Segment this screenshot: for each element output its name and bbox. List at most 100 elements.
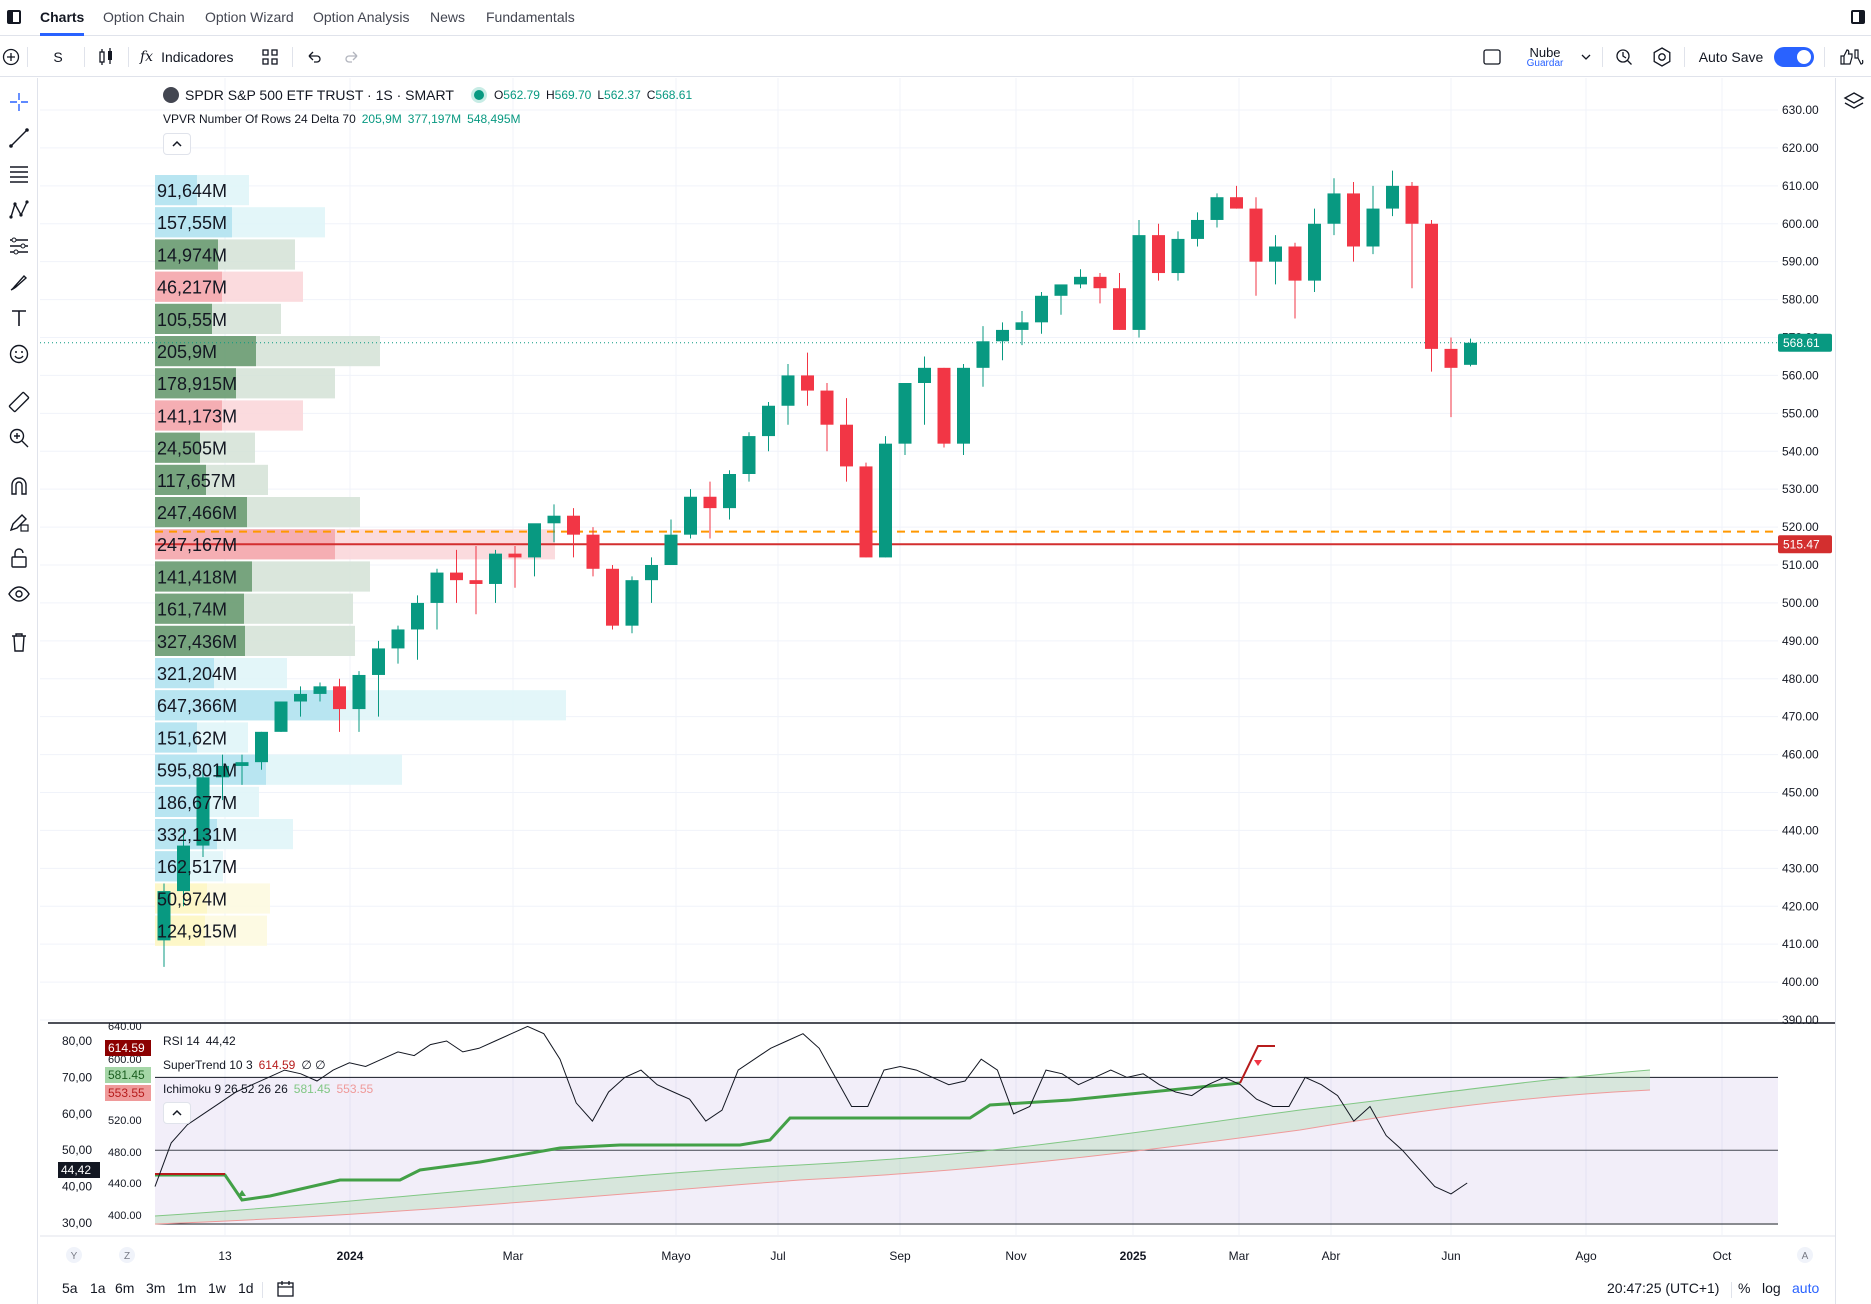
vpvr-label: 105,55M xyxy=(157,310,227,330)
low-label: L xyxy=(597,88,605,102)
goto-date-button[interactable] xyxy=(276,1280,296,1303)
templates-button[interactable] xyxy=(256,37,284,77)
candle-body xyxy=(352,674,366,710)
candlesticks xyxy=(157,170,1477,967)
supertrend-legend[interactable]: SuperTrend 10 3 614.59 ∅ ∅ xyxy=(163,1058,332,1072)
redo-button[interactable] xyxy=(338,37,366,77)
panel-toggle-icon[interactable] xyxy=(7,10,21,24)
right-sidebar xyxy=(1835,78,1871,1304)
collapse-legend-button[interactable] xyxy=(163,133,191,155)
high-value: 569.70 xyxy=(554,88,592,102)
range-1d[interactable]: 1d xyxy=(238,1280,254,1296)
object-tree-button[interactable] xyxy=(1842,90,1866,114)
autosave-toggle[interactable] xyxy=(1774,47,1814,67)
vpvr-label: 247,167M xyxy=(157,535,237,555)
lock-drawings-tool[interactable] xyxy=(5,544,33,572)
range-1w[interactable]: 1w xyxy=(208,1280,226,1296)
price-axis: 630.00620.00610.00600.00590.00580.00570.… xyxy=(1778,78,1835,1288)
thumbs-feedback-button[interactable] xyxy=(1838,37,1866,77)
indicator-axis-tick: 520.00 xyxy=(108,1115,142,1127)
price-tick: 500.00 xyxy=(1782,596,1819,610)
crosshair-tool[interactable] xyxy=(5,88,33,116)
cloud-dropdown-button[interactable] xyxy=(1576,37,1596,77)
symbol-legend: SPDR S&P 500 ETF TRUST · 1S · SMART O 56… xyxy=(163,87,698,103)
fib-tool[interactable] xyxy=(5,160,33,188)
trash-icon xyxy=(12,633,26,652)
rsi-legend[interactable]: RSI 14 44,42 xyxy=(163,1034,242,1048)
range-1m[interactable]: 1m xyxy=(177,1280,197,1296)
emoji-tool[interactable] xyxy=(5,340,33,368)
zoom-tool[interactable] xyxy=(5,424,33,452)
remove-drawings-tool[interactable] xyxy=(5,628,33,656)
candle-body xyxy=(430,572,444,603)
candle-body xyxy=(996,329,1009,342)
range-3m[interactable]: 3m xyxy=(146,1280,166,1296)
tab-option-wizard[interactable]: Option Wizard xyxy=(205,9,294,25)
quick-search-button[interactable] xyxy=(1610,37,1638,77)
settings-button[interactable] xyxy=(1648,37,1676,77)
chevron-down-icon xyxy=(1581,54,1591,60)
vpvr-row-bar xyxy=(155,432,200,463)
supertrend-extra: ∅ ∅ xyxy=(301,1058,326,1072)
candle-body xyxy=(489,553,502,584)
grid-icon xyxy=(262,49,278,65)
candle-body xyxy=(879,443,892,558)
vpvr-row-bar xyxy=(155,690,340,721)
tab-option-chain[interactable]: Option Chain xyxy=(103,9,185,25)
candle-body xyxy=(742,436,756,474)
tab-fundamentals[interactable]: Fundamentals xyxy=(486,9,575,25)
ichimoku-legend[interactable]: Ichimoku 9 26 52 26 26 581.45 553.55 xyxy=(163,1082,379,1096)
stay-drawing-tool[interactable] xyxy=(5,508,33,536)
chart-grid xyxy=(40,78,1778,1235)
brush-tool[interactable] xyxy=(5,268,33,296)
smile-icon xyxy=(9,344,29,364)
text-tool[interactable] xyxy=(5,304,33,332)
range-6m[interactable]: 6m xyxy=(115,1280,135,1296)
symbol-search-button[interactable]: S xyxy=(53,49,63,65)
collapse-indicators-button[interactable] xyxy=(163,1102,191,1124)
indicator-badge xyxy=(105,1085,151,1101)
range-1y[interactable]: 1a xyxy=(90,1280,106,1296)
chart-type-button[interactable] xyxy=(92,37,120,77)
time-tick: Mar xyxy=(503,1249,524,1263)
percent-scale-button[interactable]: % xyxy=(1738,1280,1751,1296)
tab-charts[interactable]: Charts xyxy=(40,0,85,36)
tab-option-analysis[interactable]: Option Analysis xyxy=(313,9,410,25)
price-tick: 470.00 xyxy=(1782,710,1819,724)
rsi-axis-tick: 50,00 xyxy=(62,1143,92,1157)
open-label: O xyxy=(493,88,504,102)
prediction-tool[interactable] xyxy=(5,232,33,260)
vpvr-row-bar xyxy=(155,497,247,528)
ruler-tool[interactable] xyxy=(5,388,33,416)
candle-body xyxy=(586,534,600,569)
candle-body xyxy=(1386,185,1399,209)
supertrend-name: SuperTrend 10 3 xyxy=(163,1058,253,1072)
log-scale-button[interactable]: log xyxy=(1762,1280,1781,1296)
candles-icon xyxy=(99,48,112,65)
eye-icon xyxy=(8,586,30,602)
tab-news[interactable]: News xyxy=(430,9,466,25)
indicators-button[interactable]: fx Indicadores xyxy=(140,37,270,77)
indicator-badge-label: 614.59 xyxy=(108,1041,145,1055)
vpvr-legend[interactable]: VPVR Number Of Rows 24 Delta 70 205,9M 3… xyxy=(163,112,527,126)
candle-body xyxy=(762,405,775,437)
layout-button[interactable] xyxy=(1478,37,1506,77)
magnet-icon xyxy=(11,477,27,495)
hide-drawings-tool[interactable] xyxy=(5,580,33,608)
cloud-save-button[interactable]: Nube Guardar xyxy=(1520,37,1570,77)
candle-body xyxy=(450,572,463,581)
add-symbol-button[interactable] xyxy=(0,37,22,77)
magnet-tool[interactable] xyxy=(5,472,33,500)
undo-button[interactable] xyxy=(300,37,328,77)
candle-body xyxy=(274,701,288,732)
range-5y[interactable]: 5a xyxy=(62,1280,78,1296)
trendline-tool[interactable] xyxy=(5,124,33,152)
right-panel-toggle-icon[interactable] xyxy=(1851,10,1865,24)
vpvr-row-bar xyxy=(155,175,197,206)
vpvr-label: 91,644M xyxy=(157,181,227,201)
auto-scale-button[interactable]: auto xyxy=(1792,1280,1820,1296)
thumbs-icon xyxy=(1840,49,1864,65)
pattern-tool[interactable] xyxy=(5,196,33,224)
indicator-axis-tick: 480.00 xyxy=(108,1147,142,1159)
